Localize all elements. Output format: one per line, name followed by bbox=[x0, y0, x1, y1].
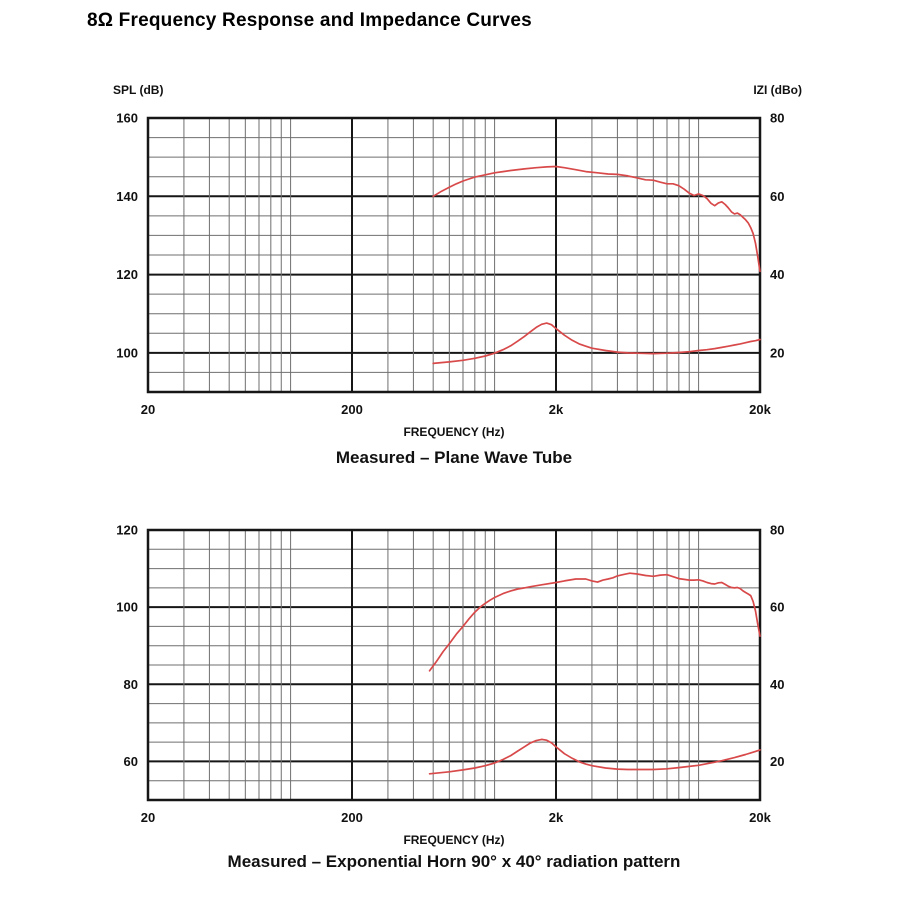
x-axis-tick: 20 bbox=[141, 402, 155, 417]
right-axis-tick: 80 bbox=[770, 111, 784, 126]
x-axis-tick: 20k bbox=[749, 810, 771, 825]
left-axis-tick: 160 bbox=[116, 111, 138, 126]
impedance-curve bbox=[432, 322, 761, 365]
plot-border bbox=[146, 116, 762, 394]
x-axis-tick: 2k bbox=[549, 810, 564, 825]
right-axis-unit-label: IZI (dBo) bbox=[753, 83, 802, 97]
x-axis-tick: 20k bbox=[749, 402, 771, 417]
x-axis-title: FREQUENCY (Hz) bbox=[403, 833, 504, 847]
left-axis-unit-label: SPL (dB) bbox=[113, 83, 163, 97]
right-axis-tick: 20 bbox=[770, 754, 784, 769]
plot-border bbox=[146, 528, 762, 802]
x-axis-tick: 20 bbox=[141, 810, 155, 825]
impedance-curve bbox=[428, 738, 761, 775]
right-axis-tick: 40 bbox=[770, 677, 784, 692]
right-axis-tick: 80 bbox=[770, 523, 784, 538]
left-axis-tick: 120 bbox=[116, 523, 138, 538]
left-axis-tick: 120 bbox=[116, 267, 138, 282]
x-axis-tick: 200 bbox=[341, 402, 363, 417]
right-axis-tick: 20 bbox=[770, 345, 784, 360]
x-axis-title: FREQUENCY (Hz) bbox=[403, 425, 504, 439]
right-axis-tick: 60 bbox=[770, 189, 784, 204]
left-axis-tick: 140 bbox=[116, 189, 138, 204]
chart-caption-top: Measured – Plane Wave Tube bbox=[335, 448, 573, 467]
right-axis-tick: 40 bbox=[770, 267, 784, 282]
left-axis-tick: 60 bbox=[124, 754, 138, 769]
left-axis-tick: 80 bbox=[124, 677, 138, 692]
left-axis-tick: 100 bbox=[116, 600, 138, 615]
right-axis-tick: 60 bbox=[770, 600, 784, 615]
x-axis-tick: 2k bbox=[549, 402, 564, 417]
page-title: 8Ω Frequency Response and Impedance Curv… bbox=[87, 10, 532, 31]
spl-curve bbox=[428, 572, 761, 672]
spl-curve bbox=[432, 165, 761, 273]
chart-caption-bottom: Measured – Exponential Horn 90° x 40° ra… bbox=[227, 852, 681, 871]
left-axis-tick: 100 bbox=[116, 345, 138, 360]
frequency-response-chart-top: 160 140 120 100 80 60 40 20 20 200 2k 20k FREQUENCY … bbox=[113, 83, 802, 439]
x-axis-tick: 200 bbox=[341, 810, 363, 825]
frequency-response-chart-bottom: 120 100 80 60 80 60 40 20 20 200 2k 20k FREQUENCY (H… bbox=[116, 523, 784, 847]
